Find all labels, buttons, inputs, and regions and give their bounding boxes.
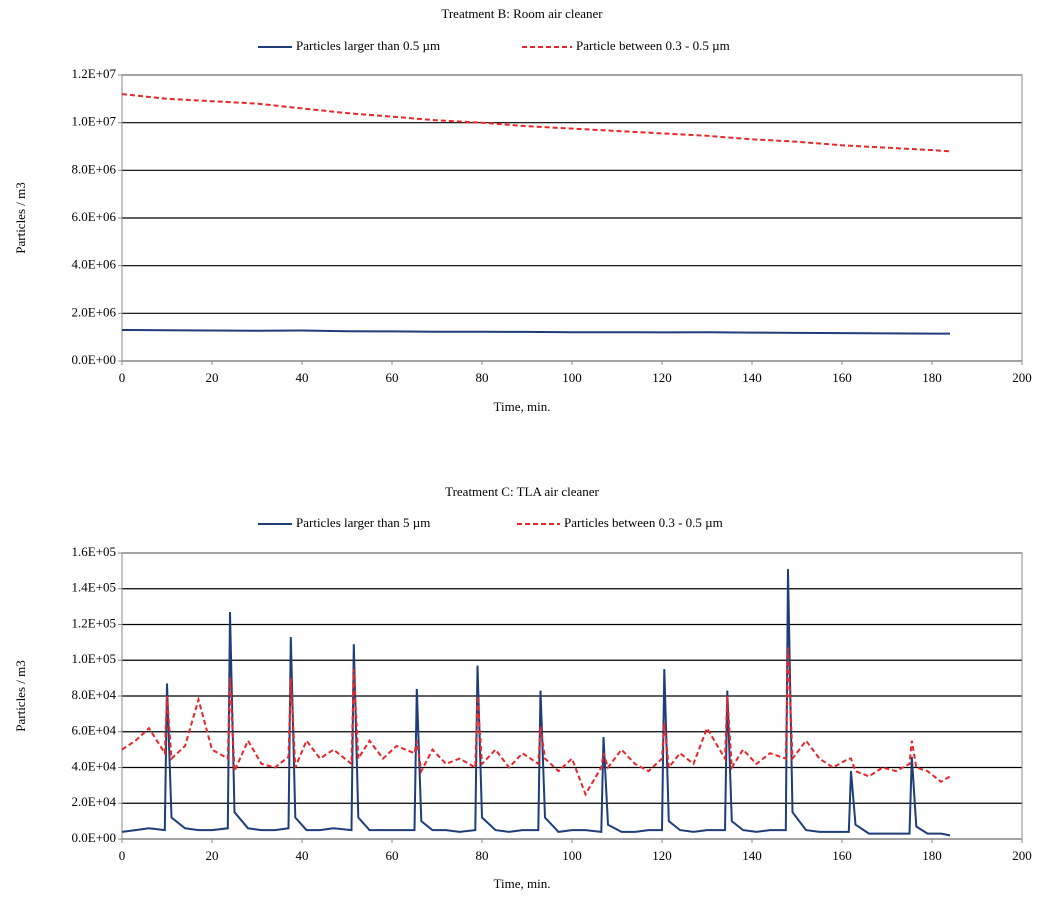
chart-title: Treatment C: TLA air cleaner — [445, 484, 599, 499]
y-tick-label: 8.0E+04 — [71, 687, 116, 702]
x-tick-label: 120 — [652, 848, 672, 863]
series-line — [121, 569, 951, 837]
plot-frame — [121, 74, 1023, 362]
x-tick-label: 160 — [832, 370, 852, 385]
series-line — [121, 93, 951, 153]
y-tick-label: 2.0E+06 — [71, 304, 116, 319]
x-tick-label: 160 — [832, 848, 852, 863]
x-tick-label: 0 — [119, 370, 126, 385]
x-tick-label: 60 — [386, 848, 399, 863]
series-line — [121, 647, 951, 797]
x-tick-label: 60 — [386, 370, 399, 385]
y-tick-label: 0.0E+00 — [71, 830, 116, 845]
x-tick-label: 120 — [652, 370, 672, 385]
y-tick-label: 1.0E+07 — [71, 114, 116, 129]
y-tick-label: 6.0E+06 — [71, 209, 116, 224]
x-tick-label: 20 — [206, 370, 219, 385]
x-tick-label: 100 — [562, 370, 582, 385]
x-tick-label: 140 — [742, 848, 762, 863]
x-tick-label: 40 — [296, 848, 309, 863]
y-tick-label: 1.4E+05 — [71, 580, 116, 595]
legend-label: Particle between 0.3 - 0.5 µm — [576, 38, 730, 53]
x-tick-label: 180 — [922, 848, 942, 863]
x-tick-label: 80 — [476, 370, 489, 385]
y-tick-label: 4.0E+06 — [71, 257, 116, 272]
y-tick-label: 8.0E+06 — [71, 161, 116, 176]
x-tick-label: 100 — [562, 848, 582, 863]
chart-title: Treatment B: Room air cleaner — [441, 6, 603, 21]
legend-label: Particles between 0.3 - 0.5 µm — [564, 515, 723, 530]
x-tick-label: 20 — [206, 848, 219, 863]
y-tick-label: 1.6E+05 — [71, 544, 116, 559]
x-tick-label: 140 — [742, 370, 762, 385]
y-tick-label: 1.2E+07 — [71, 66, 116, 81]
x-tick-label: 200 — [1012, 848, 1032, 863]
x-axis-label: Time, min. — [494, 876, 551, 891]
y-axis-label: Particles / m3 — [13, 660, 28, 732]
y-tick-label: 2.0E+04 — [71, 794, 116, 809]
plot-frame — [121, 552, 1023, 840]
x-tick-label: 40 — [296, 370, 309, 385]
legend-label: Particles larger than 0.5 µm — [296, 38, 440, 53]
x-tick-label: 200 — [1012, 370, 1032, 385]
x-axis-label: Time, min. — [494, 399, 551, 414]
x-tick-label: 80 — [476, 848, 489, 863]
y-tick-label: 1.0E+05 — [71, 651, 116, 666]
series-line — [121, 329, 950, 335]
y-tick-label: 4.0E+04 — [71, 758, 116, 773]
x-tick-label: 180 — [922, 370, 942, 385]
y-axis-label: Particles / m3 — [13, 182, 28, 254]
y-tick-label: 1.2E+05 — [71, 615, 116, 630]
x-tick-label: 0 — [119, 848, 126, 863]
y-tick-label: 6.0E+04 — [71, 723, 116, 738]
legend-label: Particles larger than 5 µm — [296, 515, 430, 530]
y-tick-label: 0.0E+00 — [71, 352, 116, 367]
